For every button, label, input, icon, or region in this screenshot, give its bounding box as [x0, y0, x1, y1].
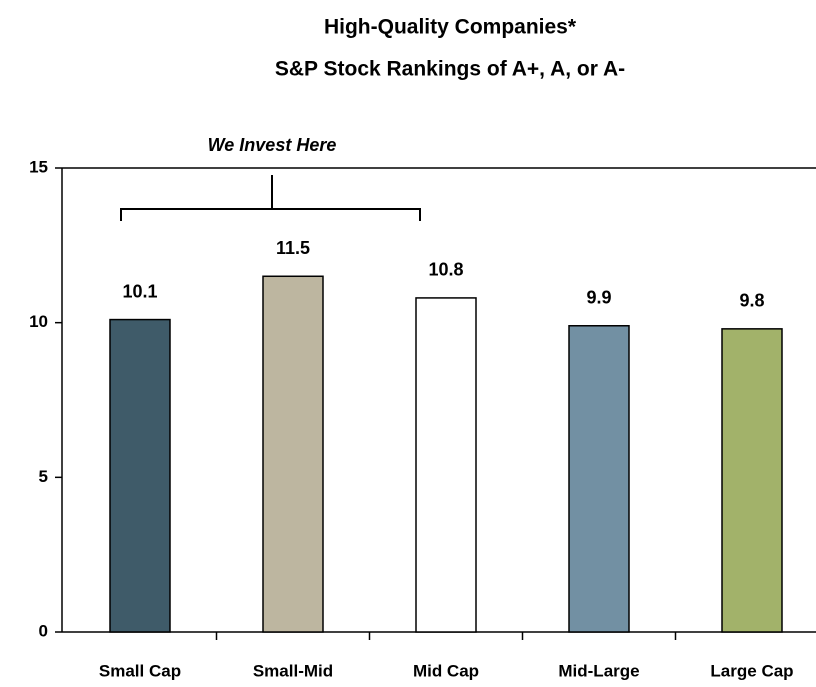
x-tick-label: Mid-Large: [558, 661, 639, 680]
bar: [262, 275, 324, 633]
x-tick-label: Small-Mid: [253, 661, 333, 680]
chart-title: High-Quality Companies*: [324, 16, 577, 39]
chart-subtitle: S&P Stock Rankings of A+, A, or A-: [275, 58, 625, 81]
x-tick-label: Mid Cap: [413, 661, 479, 680]
y-tick-label: 10: [29, 312, 48, 331]
value-label: 11.5: [276, 238, 310, 258]
bracket: [120, 175, 421, 221]
x-tick-label: Large Cap: [710, 661, 793, 680]
x-tick-label: Small Cap: [99, 661, 181, 680]
bar: [568, 325, 630, 633]
bar: [721, 328, 783, 633]
value-label: 9.9: [586, 288, 611, 308]
y-tick-label: 15: [29, 157, 48, 176]
value-label: 10.1: [122, 281, 157, 301]
bar: [415, 297, 477, 633]
y-tick-label: 5: [39, 467, 48, 486]
y-tick-label: 0: [39, 621, 48, 640]
bar: [109, 318, 171, 633]
value-label: 10.8: [428, 260, 463, 280]
value-label: 9.8: [739, 291, 764, 311]
annotation: We Invest Here: [208, 135, 337, 155]
